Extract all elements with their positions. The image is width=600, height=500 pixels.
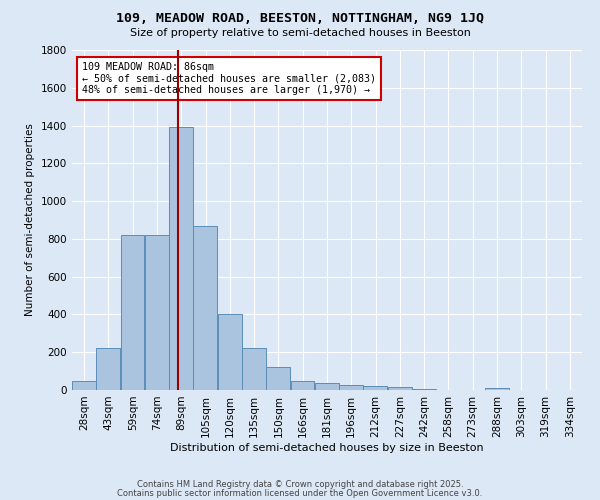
Bar (339, 386, 363, 390)
Bar (242, 348, 266, 390)
Bar (266, 368, 290, 390)
Bar (290, 380, 314, 390)
Bar (388, 387, 412, 390)
Bar (193, 226, 217, 390)
Bar (218, 314, 242, 390)
Bar (169, 128, 193, 390)
Bar (145, 235, 169, 390)
Bar (315, 384, 338, 390)
Bar (121, 235, 145, 390)
Text: Contains public sector information licensed under the Open Government Licence v3: Contains public sector information licen… (118, 489, 482, 498)
X-axis label: Distribution of semi-detached houses by size in Beeston: Distribution of semi-detached houses by … (170, 442, 484, 452)
Text: Contains HM Land Registry data © Crown copyright and database right 2025.: Contains HM Land Registry data © Crown c… (137, 480, 463, 489)
Bar (412, 389, 436, 390)
Text: 109, MEADOW ROAD, BEESTON, NOTTINGHAM, NG9 1JQ: 109, MEADOW ROAD, BEESTON, NOTTINGHAM, N… (116, 12, 484, 26)
Y-axis label: Number of semi-detached properties: Number of semi-detached properties (25, 124, 35, 316)
Bar (485, 388, 509, 390)
Bar (72, 380, 96, 390)
Text: 109 MEADOW ROAD: 86sqm
← 50% of semi-detached houses are smaller (2,083)
48% of : 109 MEADOW ROAD: 86sqm ← 50% of semi-det… (82, 62, 376, 95)
Bar (364, 386, 387, 390)
Text: Size of property relative to semi-detached houses in Beeston: Size of property relative to semi-detach… (130, 28, 470, 38)
Bar (96, 348, 120, 390)
